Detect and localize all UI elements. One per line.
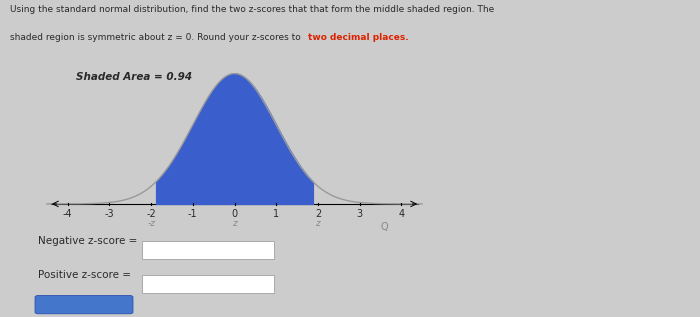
Text: -z: -z bbox=[147, 219, 155, 228]
Text: Submit Question: Submit Question bbox=[38, 300, 130, 310]
Text: two decimal places.: two decimal places. bbox=[308, 33, 409, 42]
Text: Positive z-score =: Positive z-score = bbox=[38, 270, 132, 280]
Text: -4: -4 bbox=[63, 209, 73, 219]
Text: shaded region is symmetric about z = 0. Round your z-scores to: shaded region is symmetric about z = 0. … bbox=[10, 33, 304, 42]
Text: -3: -3 bbox=[104, 209, 114, 219]
Text: Shaded Area = 0.94: Shaded Area = 0.94 bbox=[76, 72, 193, 81]
Text: 1: 1 bbox=[273, 209, 279, 219]
Text: Q: Q bbox=[381, 222, 388, 232]
Text: 0: 0 bbox=[232, 209, 237, 219]
Text: Using the standard normal distribution, find the two z-scores that that form the: Using the standard normal distribution, … bbox=[10, 5, 495, 14]
Text: Negative z-score =: Negative z-score = bbox=[38, 236, 138, 246]
Text: 2: 2 bbox=[315, 209, 321, 219]
Text: -2: -2 bbox=[146, 209, 156, 219]
Text: z: z bbox=[232, 219, 237, 228]
Text: -1: -1 bbox=[188, 209, 197, 219]
Text: z: z bbox=[316, 219, 321, 228]
Text: 3: 3 bbox=[356, 209, 363, 219]
Text: 4: 4 bbox=[398, 209, 405, 219]
